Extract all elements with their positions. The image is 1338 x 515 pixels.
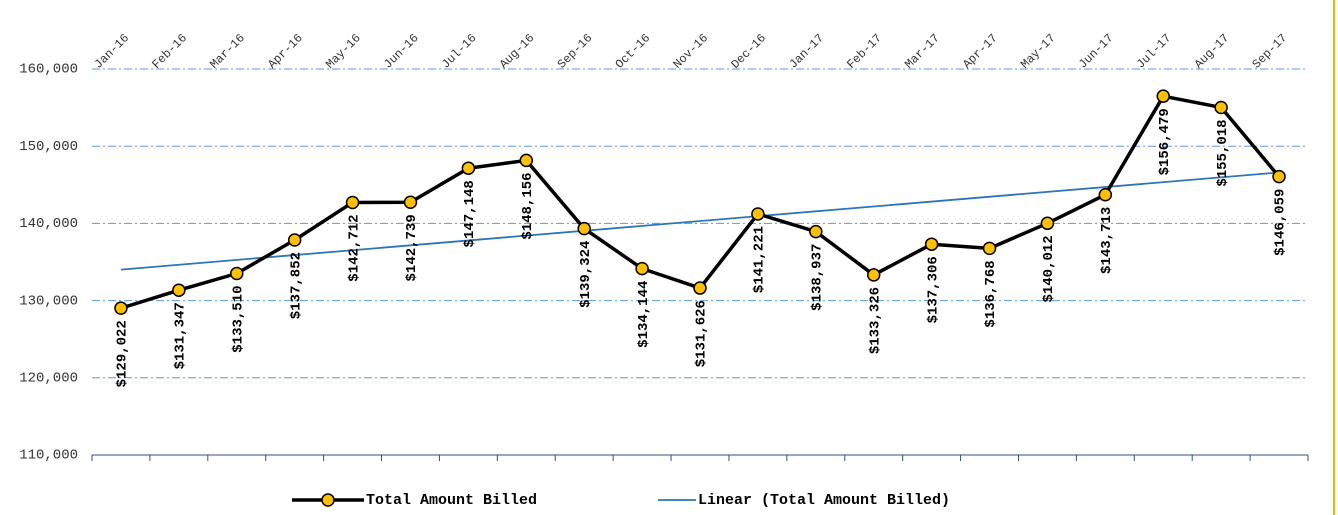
x-tick-label: Jul-17 — [1134, 31, 1174, 71]
data-label: $131,626 — [694, 300, 710, 367]
x-tick-label: May-17 — [1018, 31, 1058, 71]
x-tick-label: Jan-16 — [92, 31, 132, 71]
x-tick-label: Dec-16 — [729, 31, 769, 71]
x-tick-label: Aug-17 — [1192, 31, 1232, 71]
marker — [635, 261, 649, 276]
data-label: $134,144 — [636, 281, 652, 348]
marker — [172, 283, 186, 297]
data-label: $147,148 — [462, 180, 478, 247]
y-tick-label: 130,000 — [19, 293, 78, 309]
marker — [982, 241, 997, 256]
x-tick-label: Nov-16 — [671, 31, 711, 71]
data-label: $137,852 — [288, 252, 304, 319]
data-label: $143,713 — [1099, 207, 1115, 274]
x-tick-label: Sep-17 — [1250, 31, 1290, 71]
x-tick-label: Apr-17 — [960, 31, 1000, 71]
data-label: $137,306 — [925, 256, 941, 323]
data-label: $141,221 — [752, 226, 768, 293]
marker — [1156, 89, 1170, 103]
marker — [809, 224, 823, 239]
x-tick-label: Aug-16 — [497, 31, 537, 71]
data-label: $148,156 — [520, 172, 536, 239]
x-tick-label: Feb-16 — [149, 31, 189, 71]
marker — [1272, 169, 1286, 184]
data-label: $129,022 — [115, 320, 131, 387]
data-label: $142,712 — [346, 214, 362, 281]
x-tick-label: Apr-16 — [265, 31, 305, 71]
data-label: $156,479 — [1157, 108, 1173, 175]
marker — [345, 195, 360, 210]
data-label: $140,012 — [1041, 235, 1057, 302]
y-tick-label: 110,000 — [19, 448, 78, 464]
marker — [403, 195, 418, 210]
x-tick-label: Oct-16 — [613, 31, 653, 71]
marker — [287, 233, 302, 247]
marker — [751, 207, 765, 221]
marker — [114, 301, 128, 315]
marker — [577, 221, 591, 236]
trendline — [120, 171, 1280, 271]
data-label: $138,937 — [810, 244, 826, 311]
legend-marker — [321, 493, 335, 507]
x-tick-label: Jul-16 — [439, 31, 479, 71]
x-tick-label: Feb-17 — [844, 31, 884, 71]
x-tick-label: Jun-17 — [1076, 31, 1116, 71]
x-tick-label: Jan-17 — [786, 31, 826, 71]
data-label: $131,347 — [173, 302, 189, 369]
marker — [1098, 187, 1113, 202]
data-label: $146,059 — [1273, 189, 1289, 256]
x-tick-label: May-16 — [323, 31, 363, 71]
marker — [1040, 216, 1055, 231]
marker — [461, 161, 476, 175]
data-label: $133,510 — [230, 286, 246, 353]
y-tick-label: 120,000 — [19, 371, 78, 387]
marker — [866, 268, 881, 282]
marker — [519, 153, 534, 168]
data-label: $155,018 — [1215, 119, 1231, 186]
data-label: $133,326 — [867, 287, 883, 354]
x-tick-label: Jun-16 — [381, 31, 421, 71]
marker — [230, 266, 244, 281]
data-label: $136,768 — [983, 260, 999, 327]
marker — [693, 281, 707, 295]
marker — [924, 237, 939, 251]
marker — [1214, 100, 1228, 115]
y-tick-label: 150,000 — [19, 139, 78, 155]
data-label: $142,739 — [404, 214, 420, 281]
x-tick-label: Mar-17 — [902, 31, 942, 71]
y-tick-label: 160,000 — [19, 62, 78, 78]
legend-label: Total Amount Billed — [366, 492, 537, 509]
legend-label: Linear (Total Amount Billed) — [698, 492, 950, 509]
x-tick-label: Sep-16 — [555, 31, 595, 71]
y-tick-label: 140,000 — [19, 216, 78, 232]
x-tick-label: Mar-16 — [207, 31, 247, 71]
data-label: $139,324 — [578, 241, 594, 308]
